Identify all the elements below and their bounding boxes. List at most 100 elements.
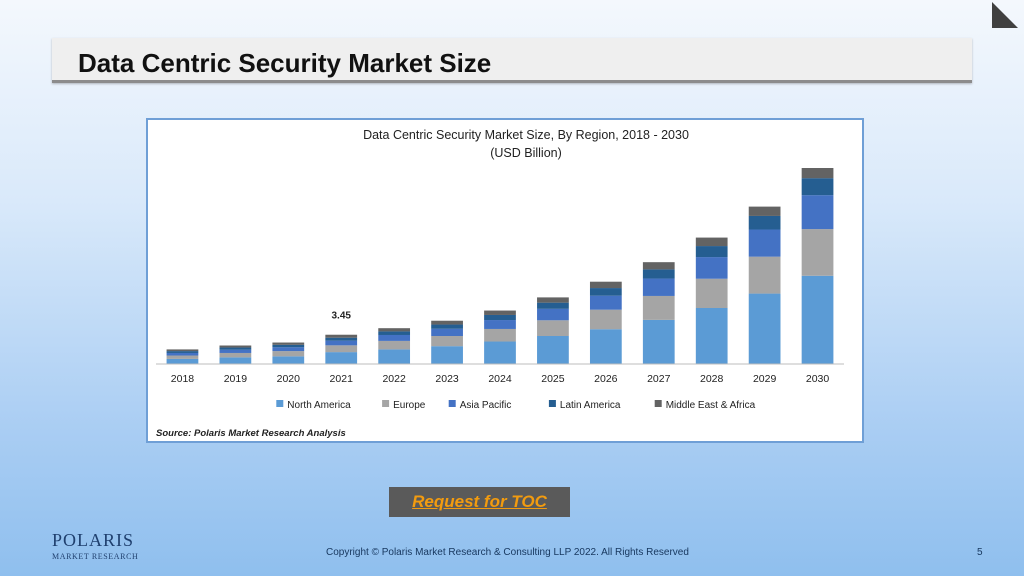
bar-2029-europe [748,256,781,294]
bar-2028-asia-pacific [695,257,728,279]
legend-swatch-europe [382,400,390,407]
x-tick-labels: 2018 2019 2020 2021 2022 2023 2024 2025 2026 2027… [171,373,830,385]
chart-subtitle: (USD Billion) [490,146,562,160]
bar-2028-middle-east-africa [695,237,728,247]
x-tick-label: 2026 [594,373,618,385]
bar-2025-europe [537,320,569,336]
legend-label-north-america: North America [287,400,351,411]
legend-swatch-latin-america [548,400,556,407]
bar-2027-asia-pacific [642,278,675,296]
bar-2028-north-america [695,308,728,364]
legend-label-europe: Europe [393,400,426,411]
bar-2026-asia-pacific [589,295,622,310]
x-tick-label: 2028 [700,373,724,385]
x-tick-label: 2019 [224,373,248,385]
bar-2024-europe [484,328,516,342]
bar-2019-asia-pacific [219,349,252,353]
bar-2018-north-america [166,358,199,364]
bar-2020-europe [272,351,305,357]
bar-2029-asia-pacific [748,229,781,257]
bar-group [166,168,834,364]
chart-title: Data Centric Security Market Size, By Re… [363,128,689,142]
bar-2025-latin-america [537,302,569,309]
x-tick-label: 2021 [330,373,354,385]
bar-2020-north-america [272,356,305,364]
bar-2024-north-america [484,341,516,364]
bar-2026-latin-america [589,288,622,296]
bar-2023-asia-pacific [431,328,463,336]
bar-2023-europe [431,336,463,347]
page-title: Data Centric Security Market Size [78,48,492,78]
bar-2018-europe [166,355,199,359]
legend-label-asia-pacific: Asia Pacific [460,400,512,411]
bar-2021-europe [325,345,358,353]
bar-2027-north-america [642,319,675,364]
chart-source: Source: Polaris Market Research Analysis [156,428,346,439]
legend-swatch-middle-east-africa [654,400,662,407]
bar-2029-middle-east-africa [748,206,781,216]
bar-2019-middle-east-africa [219,345,252,348]
bar-2020-asia-pacific [272,347,305,352]
bar-2030-north-america [801,275,834,364]
bar-2021-asia-pacific [325,340,358,346]
copyright-text: Copyright © Polaris Market Research & Co… [326,547,689,558]
bar-2030-asia-pacific [801,195,834,230]
legend-swatch-asia-pacific [448,400,456,407]
bar-2018-latin-america [166,351,199,353]
bar-2024-asia-pacific [484,320,516,329]
bar-2021-north-america [325,352,358,364]
x-tick-label: 2025 [541,373,565,385]
bar-2030-middle-east-africa [801,168,834,179]
bar-2023-latin-america [431,324,463,329]
bar-2028-europe [695,278,728,308]
x-tick-label: 2024 [488,373,512,385]
x-tick-label: 2029 [753,373,777,385]
bar-2025-middle-east-africa [537,297,569,303]
page-number: 5 [977,547,983,558]
bar-2022-north-america [378,349,411,364]
bar-2021-latin-america [325,337,358,341]
bar-2026-north-america [589,329,622,364]
bar-2025-north-america [537,336,569,364]
bar-2024-middle-east-africa [484,310,516,315]
x-tick-label: 2023 [435,373,459,385]
legend: North America Europe Asia Pacific Latin Ame… [276,400,756,411]
bar-2026-middle-east-africa [589,281,622,289]
bar-2030-latin-america [801,178,834,196]
bar-2020-middle-east-africa [272,342,305,345]
bar-2024-latin-america [484,314,516,321]
brand-name: POLARIS [52,530,135,550]
x-tick-label: 2020 [277,373,301,385]
bar-2022-middle-east-africa [378,328,411,332]
bar-2023-middle-east-africa [431,320,463,325]
bar-2020-latin-america [272,344,305,348]
bar-2022-europe [378,340,411,350]
bar-2028-latin-america [695,246,728,258]
bar-2025-asia-pacific [537,308,569,321]
bar-2021-middle-east-africa [325,334,358,338]
bar-2022-latin-america [378,331,411,335]
corner-triangle [992,2,1018,28]
bar-2019-north-america [219,357,252,364]
annotations: 3.45 [331,311,351,322]
x-tick-label: 2018 [171,373,195,385]
stacked-bar-chart: Data Centric Security Market Size, By Re… [156,128,844,439]
bar-2023-north-america [431,346,463,364]
polaris-logo: POLARIS MARKET RESEARCH [52,530,138,561]
bar-2027-latin-america [642,269,675,279]
bar-2029-north-america [748,293,781,364]
bar-2018-asia-pacific [166,352,199,356]
legend-label-latin-america: Latin America [560,400,621,411]
data-label-2021: 3.45 [331,311,351,322]
bar-2030-europe [801,229,834,276]
bar-2022-asia-pacific [378,334,411,341]
x-tick-label: 2027 [647,373,671,385]
request-toc-button[interactable]: Request for TOC [389,487,570,517]
title-bar: Data Centric Security Market Size [52,38,972,83]
x-tick-label: 2022 [382,373,406,385]
x-tick-label: 2030 [806,373,830,385]
chart-frame: Data Centric Security Market Size, By Re… [146,118,864,443]
bar-2019-latin-america [219,347,252,350]
bar-2019-europe [219,352,252,358]
bar-2027-europe [642,295,675,320]
